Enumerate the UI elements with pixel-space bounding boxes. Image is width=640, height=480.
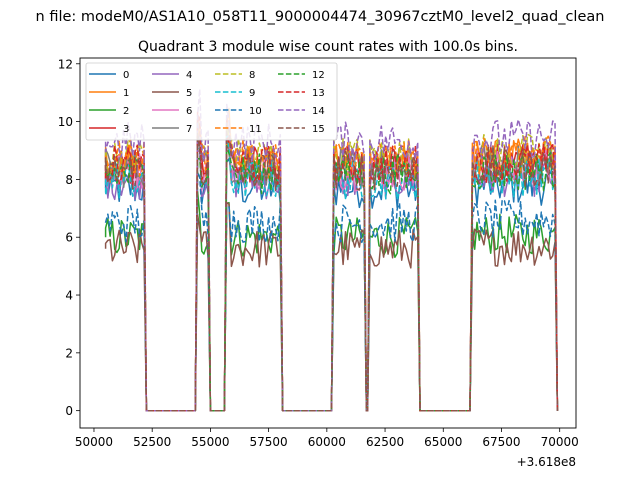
series-line-5	[104, 201, 559, 412]
x-tick-label: 55000	[191, 435, 229, 449]
legend-label-8: 8	[249, 70, 255, 81]
x-tick-label: 50000	[75, 435, 113, 449]
x-tick-label: 67500	[482, 435, 520, 449]
series-line-2	[104, 191, 559, 412]
y-tick-label: 8	[65, 173, 73, 187]
legend-label-1: 1	[123, 88, 129, 99]
legend-label-6: 6	[186, 106, 192, 117]
axes-frame	[79, 57, 577, 429]
y-tick-label: 4	[65, 289, 73, 303]
legend-label-3: 3	[123, 124, 129, 135]
x-tick-label: 65000	[424, 435, 462, 449]
legend-frame	[85, 62, 338, 141]
chart-title: Quadrant 3 module wise count rates with …	[138, 39, 518, 55]
y-tick-label: 6	[65, 231, 73, 245]
legend-label-4: 4	[186, 70, 192, 81]
series-line-10	[104, 170, 559, 412]
y-tick-label: 2	[65, 346, 73, 360]
legend-label-0: 0	[123, 70, 129, 81]
legend-label-9: 9	[249, 88, 255, 99]
x-tick-label: 52500	[133, 435, 171, 449]
x-offset-text: +3.618e8	[517, 455, 576, 469]
x-tick-label: 60000	[308, 435, 346, 449]
y-axis: 0 2 4 6 8 10 12	[58, 57, 80, 418]
legend-label-15: 15	[312, 124, 325, 135]
figure-suptitle: n file: modeM0/AS1A10_058T11_9000004474_…	[36, 9, 605, 25]
y-tick-label: 10	[58, 115, 73, 129]
legend-label-12: 12	[312, 70, 325, 81]
series-line-15	[104, 127, 559, 412]
x-axis: 50000 52500 55000 57500 60000 62500 65000 67500…	[75, 428, 579, 449]
x-tick-label: 57500	[250, 435, 288, 449]
legend-label-2: 2	[123, 106, 129, 117]
legend-label-10: 10	[249, 106, 262, 117]
legend-label-11: 11	[249, 124, 262, 135]
x-tick-label: 70000	[541, 435, 579, 449]
y-tick-label: 0	[65, 404, 73, 418]
legend-label-5: 5	[186, 88, 192, 99]
x-tick-label: 62500	[366, 435, 404, 449]
y-tick-label: 12	[58, 57, 73, 71]
legend-label-13: 13	[312, 88, 325, 99]
legend-label-14: 14	[312, 106, 325, 117]
legend-label-7: 7	[186, 124, 192, 135]
